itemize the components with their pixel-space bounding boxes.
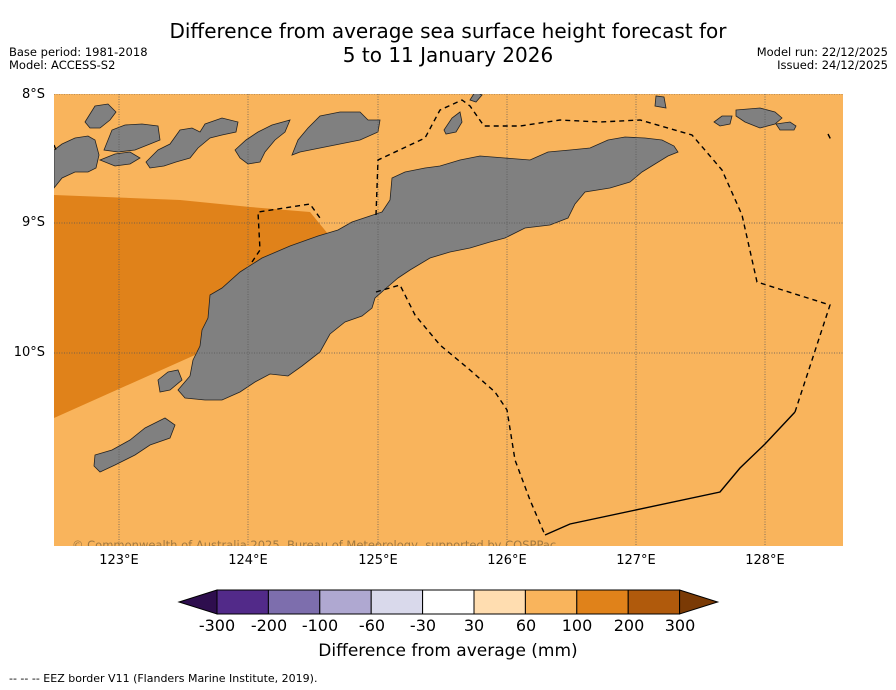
eez-solid-segment xyxy=(544,411,796,536)
eez-east-edge xyxy=(827,133,832,141)
colorbar-segment xyxy=(422,589,475,615)
colorbar-segment xyxy=(473,589,526,615)
colorbar-segment xyxy=(267,589,321,615)
colorbar-extend-low xyxy=(177,589,218,615)
leti-island xyxy=(654,95,667,109)
wetar-island xyxy=(443,111,463,135)
sea-height-map: © Commonwealth of Australia 2025, Bureau… xyxy=(54,94,843,552)
colorbar-segment xyxy=(319,589,372,615)
lat-label-8s: 8°S xyxy=(21,87,45,102)
base-period: Base period: 1981-2018 xyxy=(9,45,148,59)
sawu-island xyxy=(93,417,176,473)
cb-tick-7: 60 xyxy=(515,616,537,635)
eez-west xyxy=(54,144,57,151)
colorbar-segment xyxy=(627,589,681,615)
alor-island xyxy=(234,119,291,165)
lembata-island xyxy=(98,151,141,167)
pantar-island xyxy=(145,117,239,169)
lon-label-124e: 124°E xyxy=(228,553,268,568)
eez-timor-leste-main xyxy=(375,99,831,413)
colorbar-extend-high xyxy=(679,589,720,615)
cb-tick-10: 300 xyxy=(664,616,696,635)
model-name: Model: ACCESS-S2 xyxy=(9,58,116,72)
lon-label-126e: 126°E xyxy=(487,553,527,568)
colorbar-segment xyxy=(576,589,629,615)
lat-label-10s: 10°S xyxy=(13,345,45,360)
cb-tick-2: -200 xyxy=(250,616,288,635)
cb-tick-8: 100 xyxy=(561,616,593,635)
ocean-100-200 xyxy=(54,195,333,418)
colorbar xyxy=(177,589,720,615)
moa-island xyxy=(713,115,733,127)
copyright-text: © Commonwealth of Australia 2025, Bureau… xyxy=(72,538,556,552)
kisar-island xyxy=(469,94,483,103)
eez-timor-leste-south xyxy=(375,284,546,536)
meta-right: Model run: 22/12/2025 Issued: 24/12/2025 xyxy=(757,46,888,72)
colorbar-segment xyxy=(524,589,578,615)
adonara-island xyxy=(103,123,161,153)
lon-label-127e: 127°E xyxy=(616,553,656,568)
lon-label-128e: 128°E xyxy=(745,553,785,568)
colorbar-segment xyxy=(370,589,424,615)
eez-oecusse xyxy=(251,203,321,263)
cb-tick-5: -30 xyxy=(409,616,437,635)
meta-left: Base period: 1981-2018 Model: ACCESS-S2 xyxy=(9,46,148,72)
title-line-2: 5 to 11 January 2026 xyxy=(342,43,554,67)
flores-east xyxy=(54,135,100,189)
lon-label-123e: 123°E xyxy=(99,553,139,568)
title-line-1: Difference from average sea surface heig… xyxy=(169,19,727,43)
colorbar-segment xyxy=(216,589,269,615)
cb-tick-1: -300 xyxy=(198,616,236,635)
cb-tick-3: -100 xyxy=(301,616,339,635)
sermata-island xyxy=(775,121,797,131)
eez-border xyxy=(54,99,832,536)
cb-tick-4: -60 xyxy=(358,616,386,635)
timor-island xyxy=(177,136,679,401)
lon-label-125e: 125°E xyxy=(358,553,398,568)
issued-date: Issued: 24/12/2025 xyxy=(777,58,888,72)
land-masses xyxy=(54,94,797,473)
cb-tick-6: 30 xyxy=(463,616,485,635)
atauro-island xyxy=(291,111,381,156)
model-run: Model run: 22/12/2025 xyxy=(756,45,888,59)
lat-label-9s: 9°S xyxy=(21,215,45,230)
rote-island xyxy=(157,369,183,393)
colorbar-label: Difference from average (mm) xyxy=(318,641,578,661)
cb-tick-9: 200 xyxy=(613,616,645,635)
eez-footnote: -- -- -- EEZ border V11 (Flanders Marine… xyxy=(9,672,318,685)
chart-title: Difference from average sea surface heig… xyxy=(0,19,896,67)
solor-island xyxy=(84,103,117,129)
